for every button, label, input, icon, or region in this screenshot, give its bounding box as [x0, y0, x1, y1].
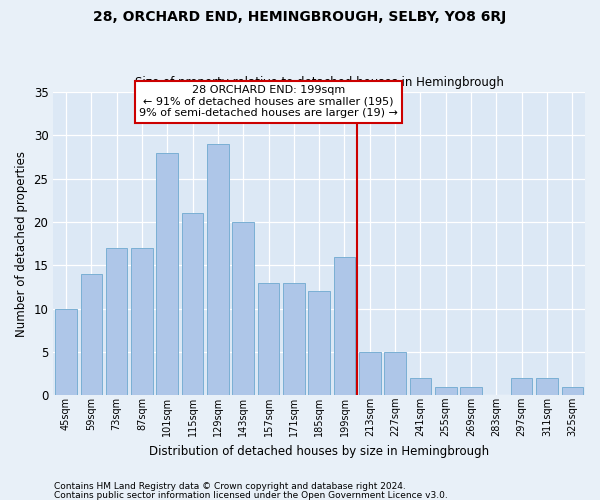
Text: 28 ORCHARD END: 199sqm
← 91% of detached houses are smaller (195)
9% of semi-det: 28 ORCHARD END: 199sqm ← 91% of detached…: [139, 85, 398, 118]
X-axis label: Distribution of detached houses by size in Hemingbrough: Distribution of detached houses by size …: [149, 444, 489, 458]
Bar: [435, 386, 457, 396]
Title: Size of property relative to detached houses in Hemingbrough: Size of property relative to detached ho…: [135, 76, 503, 90]
Bar: [157, 152, 178, 396]
Bar: [80, 274, 102, 396]
Bar: [334, 256, 355, 396]
Bar: [410, 378, 431, 396]
Bar: [460, 386, 482, 396]
Bar: [359, 352, 380, 396]
Bar: [131, 248, 152, 396]
Bar: [207, 144, 229, 396]
Bar: [385, 352, 406, 396]
Bar: [511, 378, 532, 396]
Text: Contains public sector information licensed under the Open Government Licence v3: Contains public sector information licen…: [54, 490, 448, 500]
Bar: [182, 214, 203, 396]
Text: 28, ORCHARD END, HEMINGBROUGH, SELBY, YO8 6RJ: 28, ORCHARD END, HEMINGBROUGH, SELBY, YO…: [94, 10, 506, 24]
Text: Contains HM Land Registry data © Crown copyright and database right 2024.: Contains HM Land Registry data © Crown c…: [54, 482, 406, 491]
Bar: [562, 386, 583, 396]
Bar: [55, 308, 77, 396]
Bar: [308, 292, 330, 396]
Bar: [283, 282, 305, 396]
Bar: [106, 248, 127, 396]
Bar: [536, 378, 558, 396]
Y-axis label: Number of detached properties: Number of detached properties: [15, 150, 28, 336]
Bar: [232, 222, 254, 396]
Bar: [258, 282, 279, 396]
